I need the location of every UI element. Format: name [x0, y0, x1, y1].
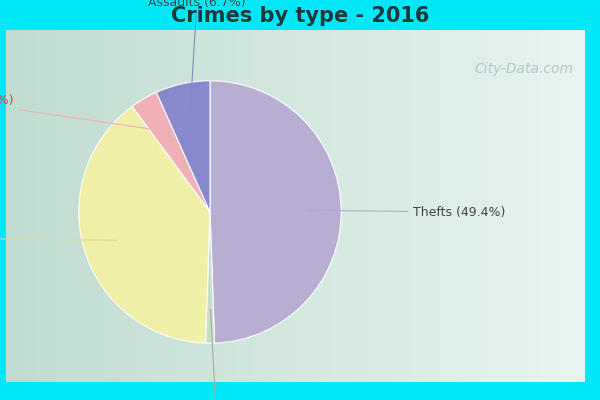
Wedge shape: [79, 106, 210, 343]
Wedge shape: [210, 81, 341, 343]
Wedge shape: [157, 81, 210, 212]
Wedge shape: [205, 212, 215, 343]
Text: Burglaries (39.3%): Burglaries (39.3%): [0, 232, 117, 245]
Text: Assaults (6.7%): Assaults (6.7%): [148, 0, 245, 117]
Text: Crimes by type - 2016: Crimes by type - 2016: [171, 6, 429, 26]
Text: Thefts (49.4%): Thefts (49.4%): [307, 206, 506, 218]
Text: Auto thefts (3.4%): Auto thefts (3.4%): [0, 94, 159, 130]
Wedge shape: [132, 92, 210, 212]
Text: City-Data.com: City-Data.com: [475, 62, 574, 76]
Text: Rapes (1.1%): Rapes (1.1%): [175, 309, 259, 400]
